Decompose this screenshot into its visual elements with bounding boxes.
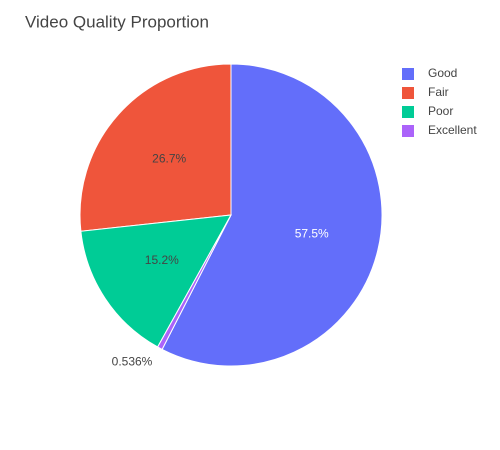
data-label: 15.2% xyxy=(145,253,179,267)
legend-label: Fair xyxy=(428,85,449,99)
legend-label: Excellent xyxy=(428,123,477,137)
pie-slice xyxy=(79,63,232,232)
legend-label: Good xyxy=(428,66,457,80)
legend-swatch xyxy=(402,68,414,80)
legend-swatch xyxy=(402,125,414,137)
chart-title: Video Quality Proportion xyxy=(25,12,209,31)
legend-label: Poor xyxy=(428,104,453,118)
data-label: 0.536% xyxy=(112,354,153,368)
data-label: 57.5% xyxy=(295,227,329,241)
pie-slice xyxy=(80,214,232,348)
legend-swatch xyxy=(402,106,414,118)
data-label: 26.7% xyxy=(152,152,186,166)
pie-slice xyxy=(156,214,232,351)
pie-slice xyxy=(161,63,383,367)
legend-swatch xyxy=(402,87,414,99)
